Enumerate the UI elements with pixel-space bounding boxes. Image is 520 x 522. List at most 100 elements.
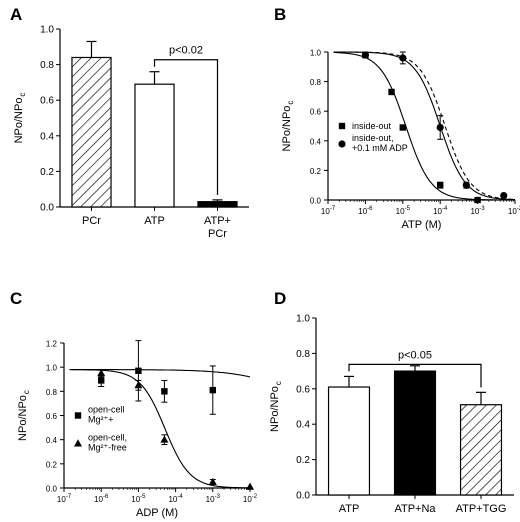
legend-label: inside-out [352,121,392,131]
legend-label-line: +0.1 mM ADP [352,143,408,153]
x-tick-base: 10 [206,495,215,504]
data-point-square [161,388,168,395]
data-point-triangle [246,482,254,490]
x-axis-title: ADP (M) [136,507,178,519]
panel-a-letter: A [10,5,22,24]
significance-bracket [348,363,482,388]
legend-label-line: open-cell [88,405,125,415]
data-point-triangle [134,381,143,389]
y-tick-label: 0.8 [46,388,58,397]
panel-c-letter: C [10,289,22,308]
y-axis-title-subscript: c [274,381,283,385]
y-tick-label: 0.6 [296,384,310,395]
y-tick-label: 0.8 [296,349,310,360]
x-tick-base: 10 [358,207,367,216]
y-tick-label: 1.0 [46,364,58,373]
x-tick-exponent: -7 [330,206,336,212]
data-point-triangle [160,435,169,443]
y-tick-label: 0.4 [296,420,310,431]
x-tick-label: 10-7 [57,494,72,504]
x-tick-base: 10 [243,495,252,504]
data-point-square [74,412,82,419]
category-label: PCr [82,215,101,227]
y-axis-title: NPo/NPoc [17,390,31,441]
bar-atp-na [393,370,437,496]
y-axis-title-subscript: c [286,101,295,105]
data-point-circle [500,191,508,200]
data-point-square [98,377,105,384]
data-point-circle [338,140,346,148]
fit-curve-1 [69,369,251,378]
y-tick-label: 1.0 [40,25,54,36]
y-axis-title: NPo/NPoc [13,93,27,144]
bar-atp-tgg [459,404,503,496]
y-tick-label: 0.0 [310,197,322,206]
x-tick-exponent: -3 [479,206,485,212]
y-axis-title-subscript: c [18,93,27,97]
y-axis-title-main: NPo/NPo [281,106,293,152]
category-label-line: ATP+Na [394,503,436,515]
y-tick-label: 1.2 [46,340,58,349]
data-point-circle [462,181,470,189]
category-label: ATP+Na [394,503,436,515]
x-tick-label: 10-4 [433,206,448,216]
x-tick-base: 10 [168,495,177,504]
fit-curve-2 [69,369,250,489]
data-point-square [388,88,395,96]
x-tick-base: 10 [131,495,140,504]
bar-atp [327,386,371,496]
category-label-line: PCr [208,228,227,240]
category-label: ATP+TGG [456,503,507,515]
y-tick-label: 0.8 [40,60,54,71]
data-point-square [399,124,406,131]
data-point-square [437,182,444,189]
x-tick-exponent: -5 [140,494,146,500]
x-tick-label: 10-4 [168,494,183,504]
legend-label: open-cell Mg²⁺+ [88,405,125,425]
y-axis-title: NPo/NPoc [269,381,283,432]
data-point-triangle [97,369,106,377]
x-tick-base: 10 [57,495,66,504]
data-point-square [474,196,481,204]
x-tick-label: 10-6 [358,206,373,216]
x-tick-label: 10-2 [243,494,258,504]
y-tick-label: 0.0 [46,485,58,494]
y-axis-title: NPo/NPoc [281,101,295,152]
panel-d-letter: D [274,289,286,308]
y-axis-title-main: NPo/NPo [13,98,25,144]
y-tick-label: 0.4 [310,137,322,146]
y-tick-label: 0.4 [46,436,58,445]
bar-pcr [71,56,112,208]
bar-atp-pcr [197,201,238,208]
y-tick-label: 0.0 [40,203,54,214]
data-point-circle [399,54,407,62]
x-tick-exponent: -6 [367,206,373,212]
x-tick-base: 10 [470,207,479,216]
category-label-line: ATP [144,215,165,227]
y-tick-label: 0.8 [310,78,322,87]
y-tick-label: 0.2 [46,460,58,469]
x-tick-label: 10-7 [321,206,336,216]
x-tick-label: 10-3 [470,206,485,216]
x-tick-label: 10-3 [206,494,221,504]
y-tick-label: 0.0 [296,491,310,502]
y-tick-label: 0.2 [296,455,310,466]
x-tick-label: 10-5 [131,494,146,504]
x-axis-title: ATP (M) [402,219,442,231]
significance-bracket [153,59,219,195]
data-point-triangle [208,477,217,485]
panel-d-bar-chart: 0.0 0.2 0.4 0.6 0.8 1.0 NPo/NPoc ATP ATP+Na ATP+T… [269,314,514,515]
data-point-triangle [74,439,82,447]
y-axis-title-subscript: c [22,390,31,394]
x-tick-base: 10 [94,495,103,504]
x-tick-label: 10-5 [396,206,411,216]
data-point-circle [436,123,444,132]
data-point-square [209,386,216,394]
y-tick-label: 0.2 [310,167,322,176]
category-label: ATP [144,215,165,227]
y-axis-title-main: NPo/NPo [17,395,29,441]
y-tick-label: 1.0 [296,314,310,325]
